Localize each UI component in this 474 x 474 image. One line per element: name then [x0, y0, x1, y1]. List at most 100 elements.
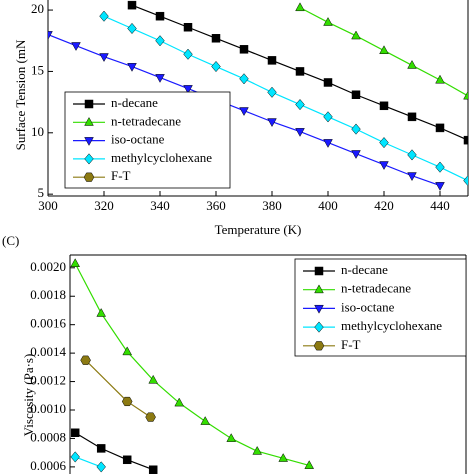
marker [80, 355, 91, 365]
marker [155, 74, 165, 83]
series-line [74, 456, 102, 468]
legend-label: methylcyclohexane [341, 318, 442, 333]
marker [99, 10, 109, 22]
y-tick-label: 20 [31, 1, 44, 16]
marker [239, 107, 249, 117]
marker [252, 445, 263, 455]
marker [70, 451, 80, 463]
marker [155, 35, 165, 47]
marker [407, 59, 417, 69]
marker [463, 175, 468, 187]
marker [295, 2, 305, 12]
legend-label: iso-octane [111, 132, 165, 147]
marker [351, 123, 361, 135]
marker [174, 397, 185, 407]
marker [127, 63, 137, 72]
y-tick-label: 0.0012 [30, 373, 66, 388]
x-tick-label: 300 [38, 198, 58, 213]
marker [96, 444, 106, 453]
marker [127, 0, 137, 10]
legend-box [294, 258, 467, 357]
legend-marker [84, 153, 94, 165]
legend-marker [314, 266, 324, 276]
marker [127, 22, 137, 35]
marker [407, 172, 417, 182]
marker [435, 123, 445, 133]
marker [183, 48, 193, 60]
legend-label: iso-octane [341, 299, 395, 314]
legend-marker [313, 341, 325, 351]
marker [435, 161, 445, 173]
marker [211, 60, 221, 73]
marker [295, 67, 305, 76]
marker [267, 56, 277, 65]
y-tick-label: 10 [31, 124, 44, 139]
y-tick-label: 0.0008 [30, 429, 66, 444]
marker [239, 73, 249, 85]
marker [71, 42, 81, 51]
series-line [85, 359, 151, 418]
plot-area [70, 258, 315, 474]
y-axis-label: Surface Tension (mN [13, 39, 28, 150]
x-tick-label: 420 [374, 198, 394, 213]
marker [70, 428, 80, 438]
x-axis-label: Temperature (K) [215, 222, 302, 237]
marker [155, 11, 165, 21]
series-line [103, 15, 468, 182]
marker [323, 78, 333, 87]
marker [183, 85, 193, 94]
marker [99, 53, 109, 63]
marker [96, 461, 106, 473]
marker [148, 374, 159, 384]
legend-label: n-tetradecane [341, 281, 411, 296]
marker [267, 86, 277, 98]
marker [121, 396, 133, 407]
marker [295, 98, 305, 111]
marker [379, 101, 389, 111]
y-tick-label: 0.0010 [30, 401, 66, 416]
marker [48, 31, 53, 40]
marker [351, 150, 361, 159]
marker [295, 128, 305, 137]
legend-label: methylcyclohexane [111, 150, 212, 165]
series-line [74, 263, 310, 467]
legend-label: n-decane [341, 262, 388, 277]
marker [407, 149, 417, 161]
marker [379, 45, 389, 55]
y-tick-label: 15 [31, 62, 44, 77]
x-tick-label: 320 [94, 198, 114, 213]
legend-marker [314, 284, 324, 294]
marker [278, 453, 289, 462]
marker [96, 307, 107, 317]
x-tick-label: 340 [150, 198, 170, 213]
marker [267, 118, 277, 128]
marker [435, 74, 445, 84]
legend-label: F-T [111, 168, 131, 183]
plot-area [48, 0, 468, 191]
y-tick-label: 5 [38, 185, 45, 200]
y-axis-label: Viscosity (Pa·s) [21, 354, 36, 437]
marker [122, 346, 133, 356]
legend-marker [84, 116, 94, 126]
y-tick-label: 0.0018 [30, 287, 66, 302]
y-tick-label: 0.0006 [30, 458, 66, 473]
marker [70, 258, 81, 267]
marker [407, 112, 417, 122]
marker [463, 135, 468, 145]
legend-marker [84, 99, 94, 109]
marker [304, 460, 315, 469]
legend-marker [84, 137, 94, 146]
x-tick-label: 360 [206, 198, 226, 213]
legend-marker [83, 172, 95, 182]
marker [148, 465, 158, 474]
legend-marker [314, 321, 324, 333]
y-tick-label: 0.0016 [30, 316, 66, 331]
marker [145, 412, 156, 422]
panel-label: (C) [2, 233, 19, 248]
legend-marker [314, 304, 324, 314]
marker [323, 17, 333, 26]
marker [379, 161, 389, 171]
series-line [74, 432, 154, 471]
marker [351, 30, 361, 40]
